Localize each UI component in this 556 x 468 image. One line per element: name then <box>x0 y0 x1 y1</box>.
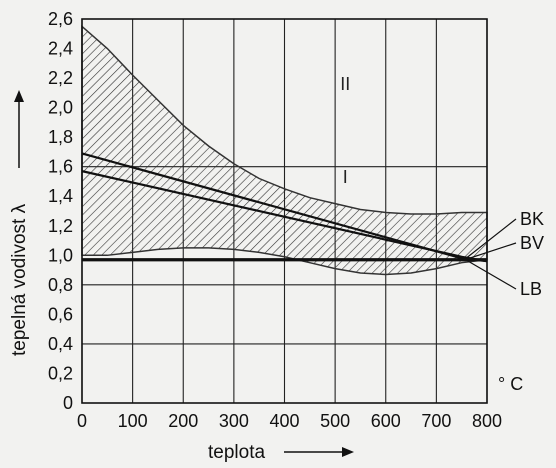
x-tick-label: 200 <box>168 411 198 431</box>
x-tick-label: 0 <box>77 411 87 431</box>
x-unit-label: ° C <box>498 374 523 394</box>
leader-line-bk <box>466 218 517 258</box>
x-axis-arrow-icon <box>284 447 354 457</box>
x-axis-title: teplota <box>208 442 265 463</box>
y-tick-labels: 0 0,2 0,4 0,6 0,8 1,0 1,2 1,4 1,6 1,8 2,0 2,2 2,4 2,6 <box>48 9 73 413</box>
series-lines <box>81 152 488 263</box>
series-label-bk: BK <box>520 209 544 229</box>
region-labels: III <box>340 74 350 187</box>
leader-line-lb <box>466 259 517 290</box>
y-axis-arrow-icon <box>14 90 24 168</box>
x-tick-label: 300 <box>219 411 249 431</box>
y-axis-title: tepelná vodivost λ <box>9 203 30 356</box>
series-label-lb: LB <box>520 279 542 299</box>
y-tick-label: 1,4 <box>48 186 73 206</box>
y-tick-label: 0,6 <box>48 304 73 324</box>
y-tick-label: 1,2 <box>48 216 73 236</box>
series-label-bv: BV <box>520 233 544 253</box>
x-tick-label: 800 <box>472 411 502 431</box>
x-tick-label: 100 <box>118 411 148 431</box>
y-tick-label: 2,2 <box>48 68 73 88</box>
x-tick-label: 500 <box>320 411 350 431</box>
x-tick-labels: 0 100 200 300 400 500 600 700 800 <box>77 411 502 431</box>
x-tick-label: 600 <box>371 411 401 431</box>
y-tick-label: 0,4 <box>48 334 73 354</box>
plot-frame <box>81 18 488 404</box>
y-tick-label: 1,6 <box>48 157 73 177</box>
y-tick-label: 2,6 <box>48 9 73 29</box>
y-tick-label: 2,0 <box>48 98 73 118</box>
y-tick-label: 1,8 <box>48 127 73 147</box>
y-tick-label: 0 <box>63 393 73 413</box>
y-tick-label: 0,2 <box>48 363 73 383</box>
region-label-ii: II <box>340 74 350 94</box>
x-tick-label: 400 <box>269 411 299 431</box>
leader-line-bv <box>466 242 517 260</box>
y-tick-label: 0,8 <box>48 275 73 295</box>
region-label-i: I <box>343 167 348 187</box>
series-labels: BK BV LB <box>466 209 544 299</box>
x-tick-label: 700 <box>421 411 451 431</box>
y-tick-label: 1,0 <box>48 245 73 265</box>
y-tick-label: 2,4 <box>48 39 73 59</box>
